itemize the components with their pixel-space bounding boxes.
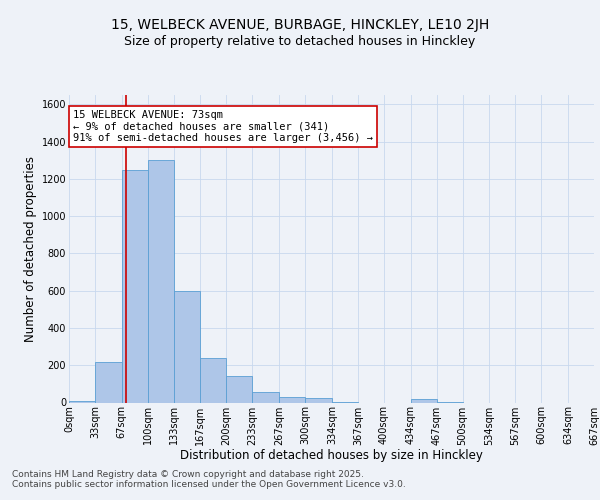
Bar xyxy=(69,400,95,402)
Bar xyxy=(410,399,437,402)
Text: Size of property relative to detached houses in Hinckley: Size of property relative to detached ho… xyxy=(124,35,476,48)
X-axis label: Distribution of detached houses by size in Hinckley: Distribution of detached houses by size … xyxy=(180,449,483,462)
Bar xyxy=(200,358,226,403)
Text: 15, WELBECK AVENUE, BURBAGE, HINCKLEY, LE10 2JH: 15, WELBECK AVENUE, BURBAGE, HINCKLEY, L… xyxy=(111,18,489,32)
Bar xyxy=(279,397,305,402)
Bar xyxy=(122,170,148,402)
Bar xyxy=(95,362,122,403)
Bar xyxy=(148,160,173,402)
Text: Contains HM Land Registry data © Crown copyright and database right 2025.
Contai: Contains HM Land Registry data © Crown c… xyxy=(12,470,406,490)
Bar xyxy=(226,376,253,402)
Bar xyxy=(253,392,279,402)
Bar xyxy=(173,290,200,403)
Bar xyxy=(305,398,332,402)
Y-axis label: Number of detached properties: Number of detached properties xyxy=(25,156,37,342)
Text: 15 WELBECK AVENUE: 73sqm
← 9% of detached houses are smaller (341)
91% of semi-d: 15 WELBECK AVENUE: 73sqm ← 9% of detache… xyxy=(73,110,373,143)
